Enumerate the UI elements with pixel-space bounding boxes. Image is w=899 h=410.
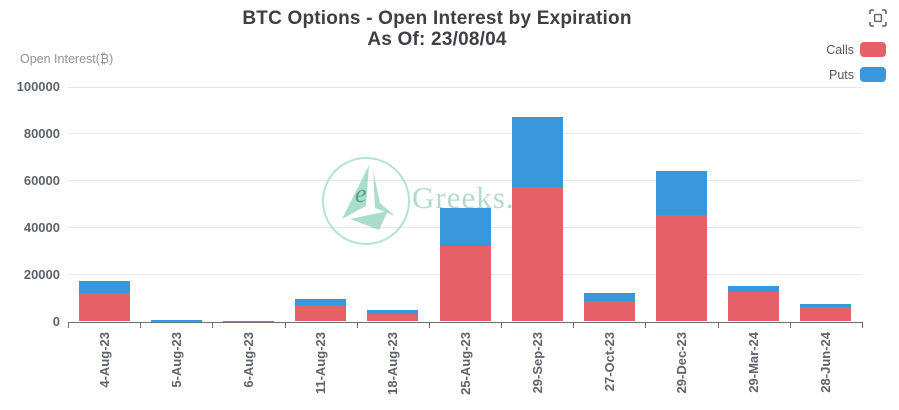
legend-swatch-calls bbox=[860, 42, 886, 57]
gridline bbox=[68, 180, 862, 182]
x-axis-label: 28-Jun-24 bbox=[818, 332, 834, 393]
bar-calls-29-Mar-24[interactable] bbox=[728, 291, 780, 322]
gridline bbox=[68, 133, 862, 135]
legend-item-calls[interactable]: Calls bbox=[826, 42, 886, 57]
legend-item-puts[interactable]: Puts bbox=[829, 67, 886, 82]
chart-title: BTC Options - Open Interest by Expiratio… bbox=[0, 8, 874, 50]
bar-calls-28-Jun-24[interactable] bbox=[800, 307, 852, 322]
x-axis-label: 11-Aug-23 bbox=[313, 332, 329, 395]
bar-puts-4-Aug-23[interactable] bbox=[78, 280, 130, 293]
x-axis-label: 4-Aug-23 bbox=[96, 332, 112, 388]
bar-calls-29-Sep-23[interactable] bbox=[511, 187, 563, 322]
legend-swatch-puts bbox=[860, 67, 886, 82]
bar-calls-27-Oct-23[interactable] bbox=[583, 300, 635, 322]
x-axis-label: 25-Aug-23 bbox=[457, 332, 473, 395]
x-axis-tick bbox=[573, 322, 575, 328]
x-axis-label: 5-Aug-23 bbox=[168, 332, 184, 388]
restore-icon[interactable] bbox=[869, 9, 887, 27]
bar-calls-11-Aug-23[interactable] bbox=[295, 305, 347, 322]
x-axis-tick bbox=[284, 322, 286, 328]
legend-label-puts: Puts bbox=[828, 67, 854, 82]
x-axis-label: 18-Aug-23 bbox=[385, 332, 401, 395]
bar-puts-29-Sep-23[interactable] bbox=[511, 117, 563, 188]
x-axis-label: 29-Sep-23 bbox=[529, 332, 545, 394]
x-axis-tick bbox=[68, 322, 69, 328]
gridline bbox=[68, 86, 862, 88]
x-axis-tick bbox=[356, 322, 358, 328]
legend: Calls Puts bbox=[826, 42, 886, 82]
bar-puts-25-Aug-23[interactable] bbox=[439, 207, 491, 246]
bar-calls-29-Dec-23[interactable] bbox=[656, 214, 708, 322]
y-axis-label: 20000 bbox=[23, 266, 60, 282]
x-axis-tick bbox=[501, 322, 503, 328]
y-axis-label: 40000 bbox=[23, 219, 60, 235]
x-axis-tick bbox=[862, 322, 863, 328]
bar-puts-5-Aug-23[interactable] bbox=[150, 319, 202, 322]
watermark-logo-icon: e bbox=[342, 165, 395, 230]
svg-text:e: e bbox=[355, 179, 367, 208]
bar-calls-25-Aug-23[interactable] bbox=[439, 245, 491, 322]
bar-puts-28-Jun-24[interactable] bbox=[800, 303, 852, 308]
bar-calls-4-Aug-23[interactable] bbox=[78, 292, 130, 322]
y-axis-label: 100000 bbox=[16, 79, 60, 94]
legend-label-calls: Calls bbox=[826, 42, 854, 57]
chart-title-line2: As Of: 23/08/04 bbox=[367, 29, 507, 50]
bar-puts-11-Aug-23[interactable] bbox=[295, 298, 347, 306]
y-axis-title: Open Interest(₿) bbox=[20, 52, 114, 66]
bar-puts-27-Oct-23[interactable] bbox=[583, 293, 635, 301]
x-axis-label: 29-Dec-23 bbox=[674, 332, 690, 394]
x-axis-tick bbox=[645, 322, 647, 328]
bar-calls-18-Aug-23[interactable] bbox=[367, 314, 419, 322]
y-axis-label: 60000 bbox=[23, 172, 60, 188]
bar-puts-18-Aug-23[interactable] bbox=[367, 310, 419, 315]
y-axis-label: 80000 bbox=[23, 125, 60, 141]
chart-title-line1: BTC Options - Open Interest by Expiratio… bbox=[242, 8, 632, 29]
x-axis-tick bbox=[717, 322, 719, 328]
x-axis-label: 27-Oct-23 bbox=[601, 332, 617, 392]
x-axis-label: 6-Aug-23 bbox=[240, 332, 256, 388]
x-axis-tick bbox=[140, 322, 142, 328]
x-axis-label: 29-Mar-24 bbox=[746, 332, 762, 393]
x-axis-tick bbox=[428, 322, 430, 328]
bar-puts-29-Dec-23[interactable] bbox=[656, 170, 708, 215]
x-axis-tick bbox=[789, 322, 791, 328]
x-axis-line bbox=[68, 321, 863, 323]
y-axis-label: 0 bbox=[52, 313, 60, 329]
x-axis-tick bbox=[212, 322, 214, 328]
bar-puts-29-Mar-24[interactable] bbox=[728, 286, 780, 292]
watermark-logo-circle bbox=[322, 157, 410, 245]
